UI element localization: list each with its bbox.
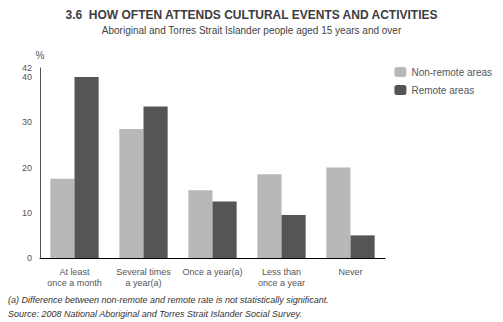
svg-text:Remote areas: Remote areas bbox=[411, 85, 474, 96]
svg-text:once a month: once a month bbox=[47, 278, 102, 288]
svg-text:(a) Difference between non-rem: (a) Difference between non-remote and re… bbox=[8, 295, 329, 305]
svg-text:Aboriginal and Torres Strait I: Aboriginal and Torres Strait Islander pe… bbox=[102, 25, 402, 36]
svg-text:30: 30 bbox=[22, 117, 32, 127]
svg-text:once a year: once a year bbox=[258, 278, 305, 288]
svg-text:%: % bbox=[36, 50, 45, 61]
svg-text:Less than: Less than bbox=[262, 267, 301, 277]
svg-text:Several times: Several times bbox=[116, 267, 171, 277]
svg-text:20: 20 bbox=[22, 163, 32, 173]
svg-text:a year(a): a year(a) bbox=[125, 278, 161, 288]
svg-text:Non-remote areas: Non-remote areas bbox=[411, 67, 492, 78]
svg-text:40: 40 bbox=[22, 72, 32, 82]
svg-text:3.6 HOW OFTEN ATTENDS CULTURA: 3.6 HOW OFTEN ATTENDS CULTURAL EVENTS AN… bbox=[65, 8, 437, 22]
svg-text:0: 0 bbox=[27, 253, 32, 263]
svg-text:Source: 2008 National Aborigin: Source: 2008 National Aboriginal and Tor… bbox=[8, 309, 302, 319]
svg-text:At least: At least bbox=[59, 267, 90, 277]
svg-text:10: 10 bbox=[22, 208, 32, 218]
svg-text:42: 42 bbox=[22, 63, 32, 73]
svg-text:Once a year(a): Once a year(a) bbox=[182, 267, 242, 277]
svg-text:Never: Never bbox=[338, 267, 362, 277]
